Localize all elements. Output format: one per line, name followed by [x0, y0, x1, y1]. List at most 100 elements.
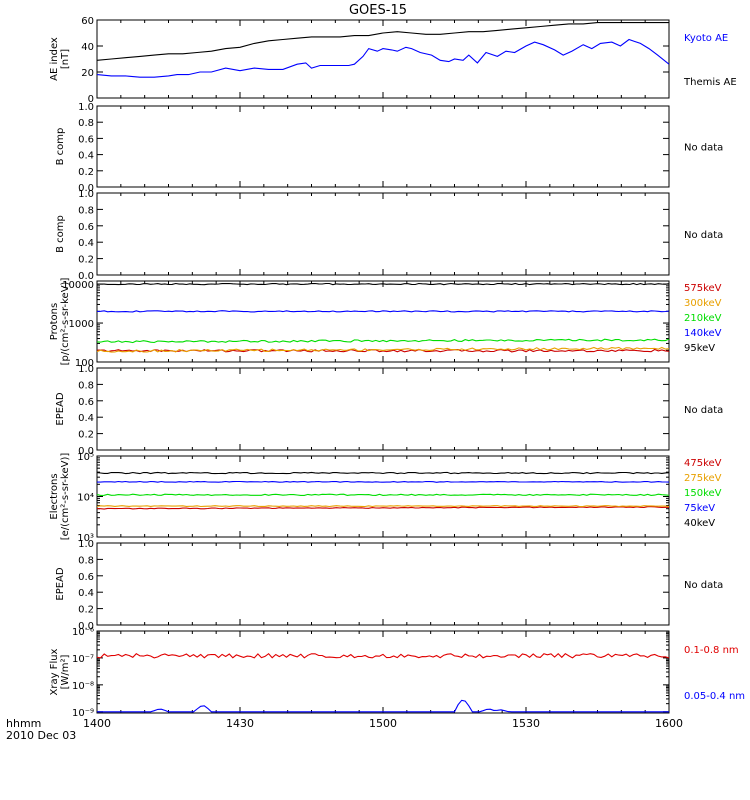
panel-frame: [96, 19, 670, 99]
y-tick-label: 0.6: [78, 397, 94, 408]
series-line-140kev: [96, 310, 670, 313]
panel-b-comp-2: 0.0 0.2 0.4 0.6 0.8 1.0 B comp No data: [55, 189, 723, 282]
y-tick-label: 0.6: [78, 222, 94, 233]
y-tick-label: 0.8: [78, 118, 94, 129]
y-tick-label: 10⁵: [77, 452, 94, 463]
legend-label: 150keV: [684, 488, 722, 499]
y-axis-label: EPEAD: [55, 567, 66, 601]
chart-title: GOES-15: [349, 3, 407, 18]
y-tick-label: 0.0: [78, 271, 94, 282]
legend-label: Kyoto AE: [684, 33, 728, 44]
series-line-275kev: [96, 505, 670, 508]
y-tick-label: 0: [88, 94, 94, 105]
series-line-300kev: [96, 346, 670, 353]
series-line-150kev: [96, 493, 670, 496]
panel-frame: [96, 542, 670, 626]
panel-frame: [96, 630, 670, 714]
y-axis-label: B comp: [55, 128, 66, 166]
legend-label: 140keV: [684, 328, 722, 339]
y-axis-label: Xray Flux: [49, 648, 60, 695]
legend-label: Themis AE: [683, 77, 737, 88]
y-tick-label: 1.0: [78, 539, 94, 550]
y-tick-label: 10⁴: [77, 493, 94, 504]
y-tick-label: 0.4: [78, 413, 94, 424]
y-tick-label: 1.0: [78, 102, 94, 113]
y-tick-label: 0.0: [78, 446, 94, 457]
y-tick-label: 100: [75, 358, 94, 369]
panel-ae-index: 0 20 40 60 AE index [nT] Kyoto AE Themis AE: [49, 16, 737, 105]
y-axis-label: [e/(cm²-s-sr-keV)]: [60, 453, 71, 541]
y-tick-label: 10⁻⁹: [72, 708, 94, 719]
legend-label: 40keV: [684, 518, 715, 529]
series-line-40kev: [96, 471, 670, 475]
series-line-0-1-0-8-nm: [96, 652, 670, 659]
y-tick-label: 0.8: [78, 380, 94, 391]
y-tick-label: 0.0: [78, 621, 94, 632]
panel-protons: 100 1000 10000 Protons [p/(cm²-s-sr-keV)] 575…: [49, 278, 722, 369]
y-tick-label: 0.0: [78, 183, 94, 194]
legend-label: 575keV: [684, 283, 722, 294]
y-tick-label: 10⁻⁶: [72, 627, 94, 638]
y-axis-label: Protons: [49, 303, 60, 340]
y-axis-label: B comp: [55, 215, 66, 253]
legend-label: 0.1-0.8 nm: [684, 645, 739, 656]
x-tick-label: 1400: [83, 717, 111, 730]
panel-frame: [96, 367, 670, 451]
y-tick-label: 0.6: [78, 572, 94, 583]
legend-label: 475keV: [684, 458, 722, 469]
y-tick-label: 60: [81, 16, 94, 27]
y-tick-label: 1.0: [78, 364, 94, 375]
y-tick-label: 10⁻⁷: [72, 654, 94, 665]
y-tick-label: 10000: [62, 280, 94, 291]
legend-label: 210keV: [684, 313, 722, 324]
x-tick-label: 1500: [369, 717, 397, 730]
y-tick-label: 10³: [77, 533, 94, 544]
legend-label: 75keV: [684, 503, 715, 514]
legend-label: 95keV: [684, 343, 715, 354]
y-axis-label: [W/m²]: [60, 654, 71, 689]
y-tick-label: 0.2: [78, 430, 94, 441]
y-tick-label: 10⁻⁸: [72, 681, 94, 692]
x-tick-label: 1600: [655, 717, 683, 730]
y-tick-label: 0.4: [78, 238, 94, 249]
series-line-75kev: [97, 480, 670, 483]
y-tick-label: 0.6: [78, 134, 94, 145]
panel-electrons: 10³ 10⁴ 10⁵ Electrons [e/(cm²-s-sr-keV)] 475k…: [49, 452, 722, 544]
legend-label: 275keV: [684, 473, 722, 484]
y-tick-label: 0.2: [78, 255, 94, 266]
series-line-kyoto-ae: [96, 38, 670, 78]
series-line-95kev: [96, 282, 670, 286]
panel-epead-2: 0.0 0.2 0.4 0.6 0.8 1.0 EPEAD No data: [55, 539, 723, 632]
y-tick-label: 1000: [69, 319, 94, 330]
y-axis-label: Electrons: [49, 473, 60, 519]
y-tick-label: 0.4: [78, 588, 94, 599]
y-axis-label: EPEAD: [55, 392, 66, 426]
series-line-0-05-0-4-nm: [97, 699, 669, 713]
series-line-210kev: [96, 338, 670, 344]
y-axis-label: [p/(cm²-s-sr-keV)]: [60, 278, 71, 366]
legend-label: 300keV: [684, 298, 722, 309]
time-label-hhmm: hhmm: [6, 717, 41, 730]
time-label-date: 2010 Dec 03: [6, 729, 76, 742]
panel-xray: 10⁻⁹ 10⁻⁸ 10⁻⁷ 10⁻⁶ Xray Flux [W/m²] 0.1-0.8 n…: [49, 627, 745, 719]
legend-label: 0.05-0.4 nm: [684, 691, 745, 702]
panel-frame: [96, 455, 670, 538]
x-tick-label: 1430: [226, 717, 254, 730]
no-data-label: No data: [684, 143, 723, 154]
y-tick-label: 1.0: [78, 189, 94, 200]
y-tick-label: 0.8: [78, 555, 94, 566]
panel-frame: [96, 105, 670, 188]
panel-frame: [96, 192, 670, 276]
y-tick-label: 40: [81, 42, 94, 53]
panel-epead-1: 0.0 0.2 0.4 0.6 0.8 1.0 EPEAD No data: [55, 364, 723, 457]
no-data-label: No data: [684, 580, 723, 591]
series-line-475kev: [96, 506, 669, 510]
y-tick-label: 0.8: [78, 205, 94, 216]
panel-b-comp-1: 0.0 0.2 0.4 0.6 0.8 1.0 B comp No data: [55, 102, 723, 194]
y-tick-label: 0.4: [78, 151, 94, 162]
y-tick-label: 20: [81, 68, 94, 79]
x-tick-label: 1530: [512, 717, 540, 730]
y-axis-label: AE index: [49, 37, 60, 81]
y-tick-label: 0.2: [78, 605, 94, 616]
y-tick-label: 0.2: [78, 167, 94, 178]
